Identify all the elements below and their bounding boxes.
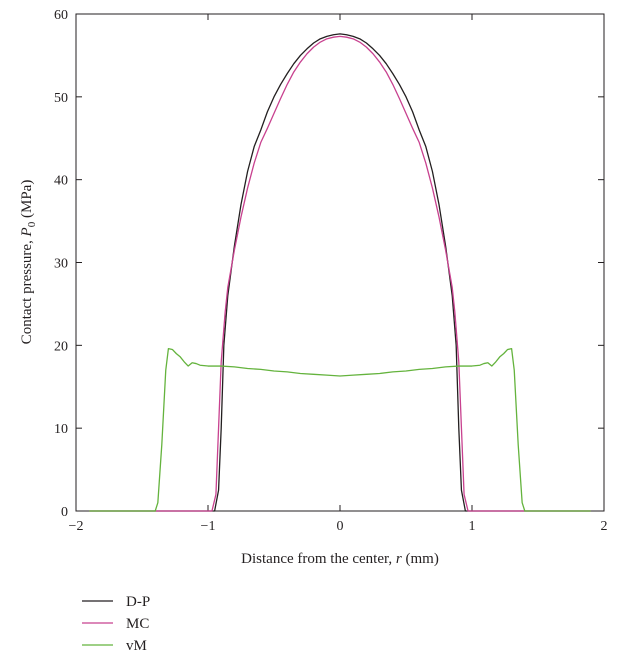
y-tick-label: 60	[54, 8, 68, 23]
x-axis-label-prefix: Distance from the center,	[241, 551, 396, 567]
y-tick-label: 0	[61, 505, 68, 520]
y-axis-ticks: 0 10 20 30 40 50 60	[54, 8, 604, 520]
y-axis-label-suffix: (MPa)	[19, 180, 35, 222]
legend: D-P MC vM	[82, 594, 150, 654]
x-axis-label: Distance from the center, r (mm)	[241, 551, 439, 567]
x-axis-ticks: −2 −1 0 1 2	[69, 14, 608, 534]
y-axis-label: Contact pressure, P0 (MPa)	[19, 180, 38, 345]
x-tick-label: 1	[469, 519, 476, 534]
x-axis-label-suffix: (mm)	[402, 551, 439, 567]
legend-label-vm: vM	[126, 638, 147, 654]
legend-label-mc: MC	[126, 616, 149, 632]
x-tick-label: −1	[201, 519, 216, 534]
series-line-d-p	[89, 33, 591, 512]
y-tick-label: 50	[54, 91, 68, 106]
series-line-vm	[89, 347, 591, 512]
series-layer	[89, 33, 591, 512]
y-axis-label-sub: 0	[26, 221, 38, 227]
y-tick-label: 30	[54, 257, 68, 272]
x-tick-label: 2	[601, 519, 608, 534]
y-tick-label: 10	[54, 422, 68, 437]
plot-frame	[75, 13, 605, 512]
y-tick-label: 20	[54, 339, 68, 354]
y-axis-label-var: P	[19, 227, 35, 237]
x-tick-label: −2	[69, 519, 84, 534]
y-tick-label: 40	[54, 174, 68, 189]
x-axis-label-var: r	[396, 551, 402, 567]
legend-label-d-p: D-P	[126, 594, 150, 610]
y-axis-label-prefix: Contact pressure,	[19, 236, 35, 344]
x-tick-label: 0	[337, 519, 344, 534]
series-line-mc	[89, 35, 591, 512]
